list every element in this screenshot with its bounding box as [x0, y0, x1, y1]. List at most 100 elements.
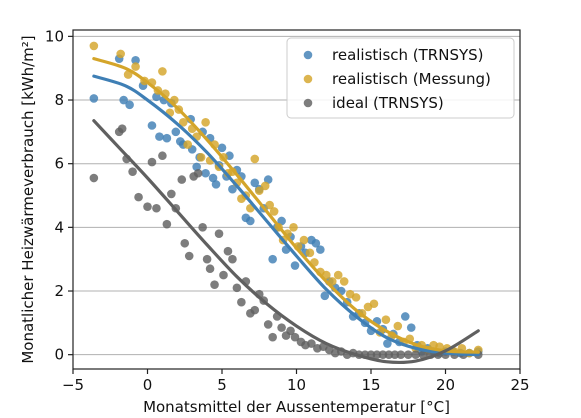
- data-point: [289, 223, 298, 232]
- data-point: [158, 67, 167, 76]
- y-tick-label: 8: [54, 91, 64, 109]
- legend-marker: [303, 50, 313, 60]
- x-tick-label: 10: [287, 376, 306, 394]
- data-point: [320, 291, 330, 301]
- data-point: [403, 350, 413, 359]
- data-point: [89, 41, 99, 51]
- data-point: [228, 184, 237, 194]
- data-point: [162, 219, 172, 229]
- y-tick-label: 6: [54, 155, 64, 173]
- y-axis-label: Monatlicher Heizwärmeverbrauch [kWh/m²]: [19, 35, 37, 363]
- data-point: [143, 202, 152, 211]
- x-tick-label: 0: [143, 376, 153, 394]
- x-tick-label: 15: [361, 376, 380, 394]
- data-point: [171, 127, 181, 137]
- data-point: [167, 189, 176, 199]
- data-point: [147, 121, 157, 130]
- data-point: [228, 254, 237, 264]
- series-2: [89, 124, 483, 359]
- legend-marker: [303, 74, 313, 84]
- data-point: [351, 293, 361, 302]
- data-point: [131, 55, 140, 65]
- legend: realistisch (TRNSYS) realistisch (Messung…: [286, 37, 515, 119]
- data-point: [384, 350, 394, 359]
- data-point: [162, 133, 172, 143]
- data-point: [260, 181, 270, 191]
- data-point: [183, 140, 193, 149]
- y-tick-label: 0: [54, 346, 64, 364]
- data-point: [333, 270, 343, 280]
- data-point: [89, 173, 99, 183]
- data-point: [152, 203, 161, 213]
- data-point: [418, 350, 428, 359]
- data-point: [117, 124, 127, 133]
- data-point: [177, 175, 187, 184]
- data-point: [193, 168, 203, 178]
- data-point: [250, 178, 260, 188]
- data-point: [198, 223, 207, 232]
- data-point: [202, 254, 212, 264]
- data-point: [119, 95, 128, 105]
- data-point: [211, 180, 221, 189]
- data-point: [390, 350, 400, 359]
- data-point: [307, 339, 316, 348]
- data-point: [116, 49, 125, 59]
- data-point: [316, 245, 325, 254]
- data-point: [269, 207, 279, 216]
- data-point: [184, 251, 194, 261]
- series-layer: [89, 41, 483, 365]
- x-tick-label: 25: [510, 376, 529, 394]
- data-point: [381, 315, 391, 324]
- data-point: [214, 229, 224, 239]
- x-axis-label: Monatsmittel der Aussentemperatur [°C]: [143, 398, 450, 416]
- data-point: [311, 238, 321, 248]
- fit-line-1: [92, 57, 480, 354]
- data-point: [277, 323, 286, 332]
- legend-label: ideal (TRNSYS): [332, 94, 444, 112]
- data-point: [217, 143, 227, 153]
- data-point: [254, 186, 264, 196]
- fit-line-0: [92, 74, 480, 357]
- data-point: [299, 235, 309, 245]
- data-point: [396, 350, 406, 359]
- data-point: [290, 261, 300, 270]
- data-point: [201, 168, 210, 178]
- data-point: [219, 270, 228, 280]
- legend-label: realistisch (TRNSYS): [332, 46, 484, 64]
- data-point: [268, 254, 277, 264]
- data-point: [393, 321, 403, 331]
- legend-marker: [303, 98, 313, 108]
- data-point: [339, 277, 349, 286]
- data-point: [411, 350, 421, 359]
- data-point: [128, 167, 137, 176]
- y-tick-label: 2: [54, 282, 64, 300]
- y-tick-label: 4: [54, 218, 64, 236]
- data-point: [134, 192, 143, 202]
- data-point: [178, 118, 188, 127]
- data-point: [89, 94, 99, 103]
- data-point: [223, 246, 233, 256]
- data-point: [155, 132, 164, 141]
- data-point: [265, 200, 274, 210]
- data-point: [378, 350, 388, 359]
- data-point: [263, 320, 273, 329]
- data-point: [305, 248, 315, 258]
- data-point: [196, 153, 206, 162]
- data-point: [158, 151, 167, 161]
- data-point: [290, 332, 300, 342]
- data-point: [131, 62, 140, 71]
- data-point: [232, 283, 242, 293]
- data-point: [250, 154, 260, 164]
- data-point: [205, 264, 215, 274]
- data-point: [201, 118, 210, 127]
- data-point: [250, 305, 260, 315]
- data-point: [286, 326, 295, 336]
- y-tick-label: 10: [45, 27, 64, 45]
- x-tick-label: −5: [62, 376, 84, 394]
- data-point: [406, 323, 416, 332]
- data-point: [147, 157, 157, 167]
- fit-line-2: [92, 119, 480, 365]
- data-point: [246, 216, 255, 226]
- x-tick-label: 5: [217, 376, 227, 394]
